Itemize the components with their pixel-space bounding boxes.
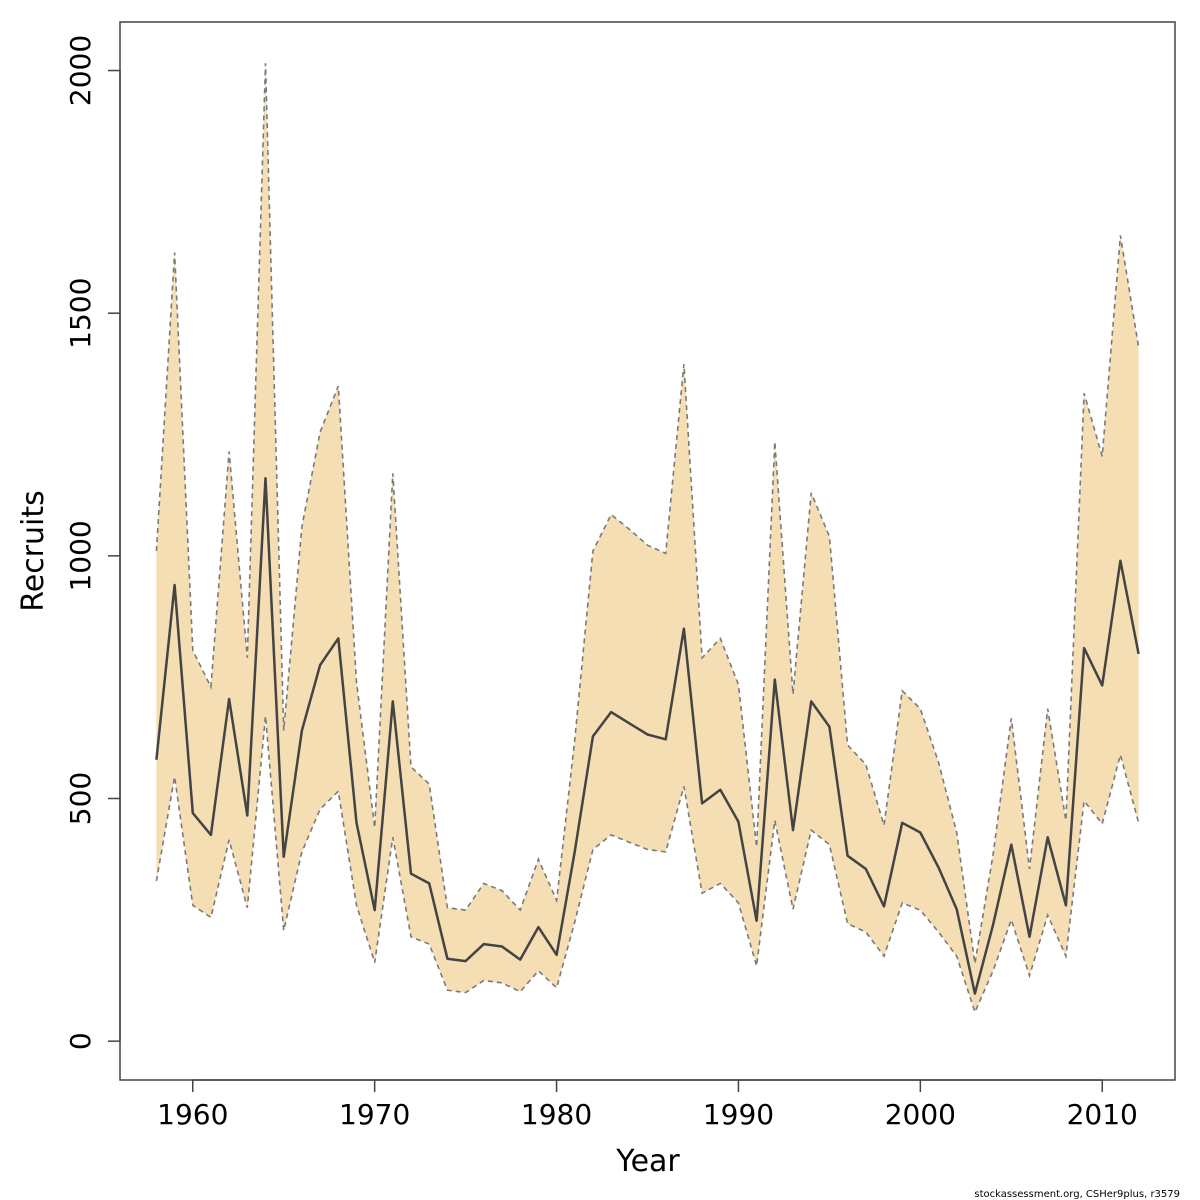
y-tick-label: 1500 <box>64 278 97 349</box>
y-axis: 0 500 1000 1500 2000 <box>64 35 121 1050</box>
upper-bound-line <box>155 63 1140 964</box>
credit-text: stockassessment.org, CSHer9plus, r3579 <box>974 1189 1180 1200</box>
recruits-estimate-line <box>155 476 1140 995</box>
y-axis-title: Recruits <box>16 490 51 612</box>
x-axis: 1960 1970 1980 1990 2000 2010 <box>157 1079 1138 1131</box>
lower-bound-line <box>155 715 1140 1015</box>
x-tick-label: 1990 <box>703 1098 774 1131</box>
y-tick-label: 0 <box>64 1032 97 1050</box>
y-tick-label: 500 <box>64 772 97 825</box>
y-tick-label: 1000 <box>64 520 97 591</box>
confidence-band-area <box>156 63 1139 1013</box>
x-axis-title: Year <box>615 1144 680 1179</box>
y-tick-label: 2000 <box>64 35 97 106</box>
estimate-line-layer <box>155 476 1140 995</box>
x-tick-label: 1980 <box>521 1098 592 1131</box>
x-tick-label: 2010 <box>1067 1098 1138 1131</box>
x-tick-label: 1970 <box>339 1098 410 1131</box>
confidence-band-layer <box>155 63 1140 1015</box>
x-tick-label: 1960 <box>157 1098 228 1131</box>
x-tick-label: 2000 <box>885 1098 956 1131</box>
